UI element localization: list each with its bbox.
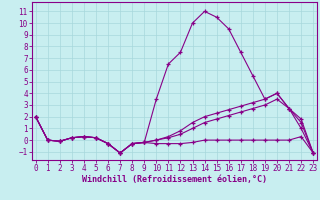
X-axis label: Windchill (Refroidissement éolien,°C): Windchill (Refroidissement éolien,°C)	[82, 175, 267, 184]
